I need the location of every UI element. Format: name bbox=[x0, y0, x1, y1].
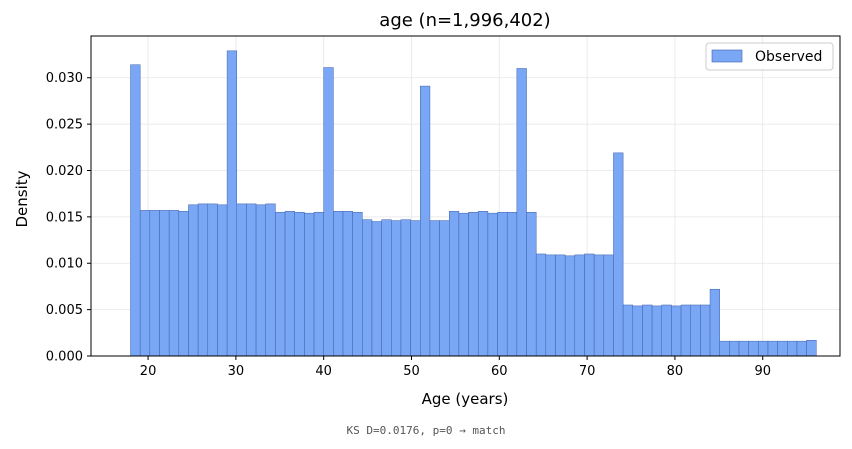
x-tick-label: 70 bbox=[579, 364, 596, 379]
histogram-bar bbox=[246, 203, 257, 357]
histogram-bar bbox=[362, 219, 373, 357]
histogram-bar bbox=[381, 219, 392, 357]
histogram-bar bbox=[651, 305, 663, 357]
histogram-bar bbox=[729, 340, 740, 357]
histogram-bar bbox=[410, 220, 421, 357]
histogram-bar bbox=[159, 210, 170, 357]
histogram-bar bbox=[284, 211, 295, 357]
x-tick-label: 50 bbox=[403, 364, 420, 379]
histogram-bar bbox=[352, 211, 363, 357]
histogram-bar bbox=[497, 211, 508, 357]
histogram-bar bbox=[477, 211, 489, 357]
legend: Observed bbox=[705, 42, 834, 71]
histogram-bar bbox=[709, 288, 720, 357]
y-tick-label: 0.015 bbox=[46, 210, 83, 225]
histogram-bar bbox=[197, 203, 209, 357]
histogram-bar bbox=[506, 211, 518, 357]
histogram-bar bbox=[584, 253, 595, 357]
histogram-bar bbox=[226, 50, 238, 357]
x-tick-label: 30 bbox=[228, 364, 245, 379]
histogram-bar bbox=[787, 340, 798, 357]
x-tick-label: 90 bbox=[754, 364, 771, 379]
histogram-bar bbox=[700, 304, 711, 357]
histogram-bar bbox=[178, 211, 189, 357]
histogram-bar bbox=[188, 204, 199, 357]
y-tick-label: 0.010 bbox=[46, 257, 83, 272]
histogram-bar bbox=[564, 255, 576, 357]
x-axis-ticks: 20 30 40 50 60 70 80 90 bbox=[140, 356, 771, 379]
histogram-bar bbox=[333, 211, 344, 357]
histogram-bar bbox=[574, 254, 585, 357]
plot-frame bbox=[90, 35, 841, 357]
histogram-bar bbox=[796, 340, 807, 357]
histogram-bar bbox=[275, 211, 286, 357]
histogram-bar bbox=[458, 212, 469, 357]
histogram-bar bbox=[342, 211, 353, 357]
histogram-bar bbox=[526, 211, 537, 357]
y-tick-label: 0.000 bbox=[46, 350, 83, 365]
histogram-bar bbox=[139, 210, 151, 357]
histogram-bar bbox=[642, 304, 653, 357]
histogram-bar bbox=[690, 304, 701, 357]
histogram-bar bbox=[236, 203, 247, 357]
histogram-bar bbox=[603, 254, 614, 357]
histogram-bar bbox=[217, 204, 228, 357]
histogram-bar bbox=[545, 254, 556, 357]
histogram-bar bbox=[661, 304, 672, 357]
histogram-bar bbox=[449, 211, 460, 357]
y-axis-ticks: 0.000 0.005 0.010 0.015 0.020 0.025 0.030 bbox=[46, 71, 91, 365]
x-tick-label: 80 bbox=[667, 364, 684, 379]
y-tick-label: 0.025 bbox=[46, 118, 83, 133]
x-tick-label: 40 bbox=[315, 364, 332, 379]
histogram-bar bbox=[680, 304, 691, 357]
histogram-bar bbox=[758, 340, 769, 357]
histogram-bar bbox=[719, 340, 730, 357]
y-tick-label: 0.030 bbox=[46, 71, 83, 86]
histogram-bar bbox=[613, 152, 624, 357]
histogram-bar bbox=[207, 203, 218, 357]
histogram-bar bbox=[149, 210, 160, 357]
legend-label-observed: Observed bbox=[755, 49, 822, 65]
histogram-bar bbox=[671, 305, 682, 357]
histogram-bar bbox=[313, 211, 324, 357]
histogram-bar bbox=[516, 68, 527, 357]
y-tick-label: 0.005 bbox=[46, 303, 83, 318]
histogram-bar bbox=[439, 220, 450, 357]
histogram-bar bbox=[168, 210, 180, 357]
histogram-bar bbox=[429, 220, 440, 357]
histogram-bar bbox=[468, 211, 479, 357]
y-tick-label: 0.020 bbox=[46, 164, 83, 179]
histogram-bar bbox=[294, 211, 305, 357]
histogram-bar bbox=[632, 305, 643, 357]
histogram-bar bbox=[304, 212, 315, 357]
ks-test-footer: KS D=0.0176, p=0 → match bbox=[346, 424, 506, 437]
histogram-bar bbox=[535, 253, 547, 357]
histogram-bar bbox=[255, 204, 266, 357]
legend-swatch-observed bbox=[711, 49, 743, 63]
x-tick-label: 60 bbox=[491, 364, 508, 379]
chart-title: age (n=1,996,402) bbox=[379, 10, 550, 31]
x-tick-label: 20 bbox=[140, 364, 157, 379]
histogram-bar bbox=[487, 212, 498, 357]
histogram-bar bbox=[748, 340, 759, 357]
x-axis-label: Age (years) bbox=[422, 390, 509, 408]
histogram-bar bbox=[555, 254, 566, 357]
histogram-bar bbox=[777, 340, 788, 357]
histogram-bar bbox=[622, 304, 634, 357]
histogram-bar bbox=[738, 340, 749, 357]
histogram-bar bbox=[400, 219, 411, 357]
histogram-bar bbox=[391, 220, 402, 357]
histogram-bar bbox=[420, 85, 431, 357]
histogram-bar bbox=[806, 339, 817, 357]
histogram-bar bbox=[371, 221, 382, 357]
histogram-bar bbox=[130, 64, 141, 357]
histogram-bar bbox=[323, 67, 334, 357]
histogram-bar bbox=[767, 340, 778, 357]
histogram-bar bbox=[265, 203, 276, 357]
histogram-bar bbox=[593, 254, 605, 357]
y-axis-label: Density bbox=[13, 170, 31, 227]
